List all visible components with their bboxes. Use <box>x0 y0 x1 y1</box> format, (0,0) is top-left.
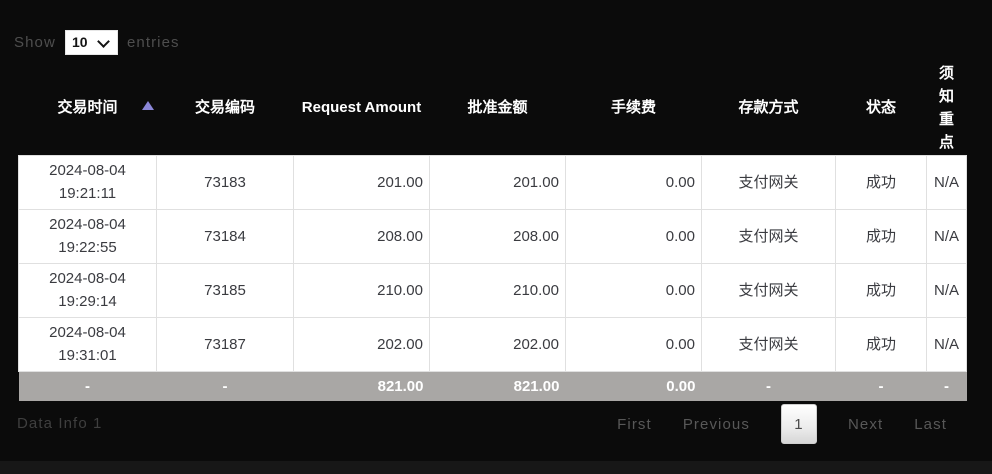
cell-fee: 0.00 <box>565 208 702 264</box>
column-header-transaction-code[interactable]: 交易编码 <box>194 99 255 117</box>
cell-fee: 0.00 <box>565 316 702 372</box>
summary-request-amount: 821.00 <box>293 371 430 401</box>
pagination-page-1-button[interactable]: 1 <box>780 404 817 444</box>
summary-row: - - 821.00 821.00 0.00 - - - <box>18 371 967 401</box>
column-header-fee[interactable]: 手续费 <box>610 99 656 117</box>
table-footer: - - 821.00 821.00 0.00 - - - <box>18 371 967 401</box>
cell-status: 成功 <box>835 262 927 318</box>
cell-transaction-time: 2024-08-04 19:31:01 <box>18 316 157 372</box>
column-header-note-label: 须知重点 <box>938 65 954 152</box>
cell-request-amount: 208.00 <box>293 208 430 264</box>
table-row: 2024-08-04 19:29:14 73185 210.00 210.00 … <box>18 262 967 318</box>
window-bottom-edge <box>0 461 992 474</box>
cell-transaction-time: 2024-08-04 19:22:55 <box>18 208 157 264</box>
table-length-control: Show 10 entries <box>14 29 180 55</box>
cell-approved-amount: 201.00 <box>429 154 566 210</box>
entries-label: entries <box>126 33 180 51</box>
cell-deposit-method: 支付网关 <box>701 316 836 372</box>
cell-deposit-method: 支付网关 <box>701 154 836 210</box>
pagination-next[interactable]: Next <box>847 415 884 433</box>
pagination-last[interactable]: Last <box>914 415 947 433</box>
header-row: 交易时间 交易编码 Request Amount 批准金额 手续费 存款方式 状… <box>19 62 967 155</box>
summary-fee: 0.00 <box>565 371 702 401</box>
column-header-approved-amount[interactable]: 批准金额 <box>467 99 528 117</box>
cell-status: 成功 <box>835 316 927 372</box>
pagination-first[interactable]: First <box>617 415 652 433</box>
transactions-table: 交易时间 交易编码 Request Amount 批准金额 手续费 存款方式 状… <box>18 62 967 401</box>
column-header-note[interactable]: 须知重点 <box>927 62 967 155</box>
pagination-previous[interactable]: Previous <box>682 415 750 433</box>
summary-note: - <box>926 371 967 401</box>
column-header-deposit-method[interactable]: 存款方式 <box>738 99 799 117</box>
cell-note: N/A <box>926 208 967 264</box>
table-header: 交易时间 交易编码 Request Amount 批准金额 手续费 存款方式 状… <box>19 62 967 155</box>
pagination: First Previous 1 Next Last <box>617 404 947 444</box>
cell-status: 成功 <box>835 154 927 210</box>
cell-note: N/A <box>926 154 967 210</box>
cell-transaction-code: 73187 <box>156 316 294 372</box>
cell-note: N/A <box>926 262 967 318</box>
table-row: 2024-08-04 19:21:11 73183 201.00 201.00 … <box>18 154 967 210</box>
cell-deposit-method: 支付网关 <box>701 262 836 318</box>
column-header-request-amount[interactable]: Request Amount <box>301 99 422 117</box>
column-header-transaction-time[interactable]: 交易时间 <box>19 62 157 155</box>
summary-status: - <box>835 371 927 401</box>
show-label: Show <box>14 33 56 51</box>
column-header-transaction-time-label: 交易时间 <box>57 99 118 117</box>
summary-deposit-method: - <box>701 371 836 401</box>
summary-transaction-time: - <box>18 371 157 401</box>
table-info: Data Info 1 <box>17 415 103 432</box>
cell-approved-amount: 208.00 <box>429 208 566 264</box>
cell-transaction-code: 73184 <box>156 208 294 264</box>
summary-approved-amount: 821.00 <box>429 371 566 401</box>
cell-transaction-code: 73183 <box>156 154 294 210</box>
cell-transaction-time: 2024-08-04 19:21:11 <box>18 154 157 210</box>
page-size-select[interactable]: 10 <box>65 30 117 54</box>
page-size-select-wrap: 10 <box>64 29 118 55</box>
column-header-status[interactable]: 状态 <box>865 99 896 117</box>
cell-deposit-method: 支付网关 <box>701 208 836 264</box>
cell-fee: 0.00 <box>565 262 702 318</box>
cell-request-amount: 210.00 <box>293 262 430 318</box>
table-row: 2024-08-04 19:22:55 73184 208.00 208.00 … <box>18 208 967 264</box>
cell-approved-amount: 210.00 <box>429 262 566 318</box>
cell-approved-amount: 202.00 <box>429 316 566 372</box>
table-row: 2024-08-04 19:31:01 73187 202.00 202.00 … <box>18 316 967 372</box>
table-body: 2024-08-04 19:21:11 73183 201.00 201.00 … <box>18 154 967 372</box>
cell-request-amount: 202.00 <box>293 316 430 372</box>
cell-note: N/A <box>926 316 967 372</box>
sort-ascending-icon <box>141 101 154 110</box>
cell-status: 成功 <box>835 208 927 264</box>
cell-transaction-time: 2024-08-04 19:29:14 <box>18 262 157 318</box>
cell-request-amount: 201.00 <box>293 154 430 210</box>
summary-transaction-code: - <box>156 371 294 401</box>
cell-fee: 0.00 <box>565 154 702 210</box>
cell-transaction-code: 73185 <box>156 262 294 318</box>
